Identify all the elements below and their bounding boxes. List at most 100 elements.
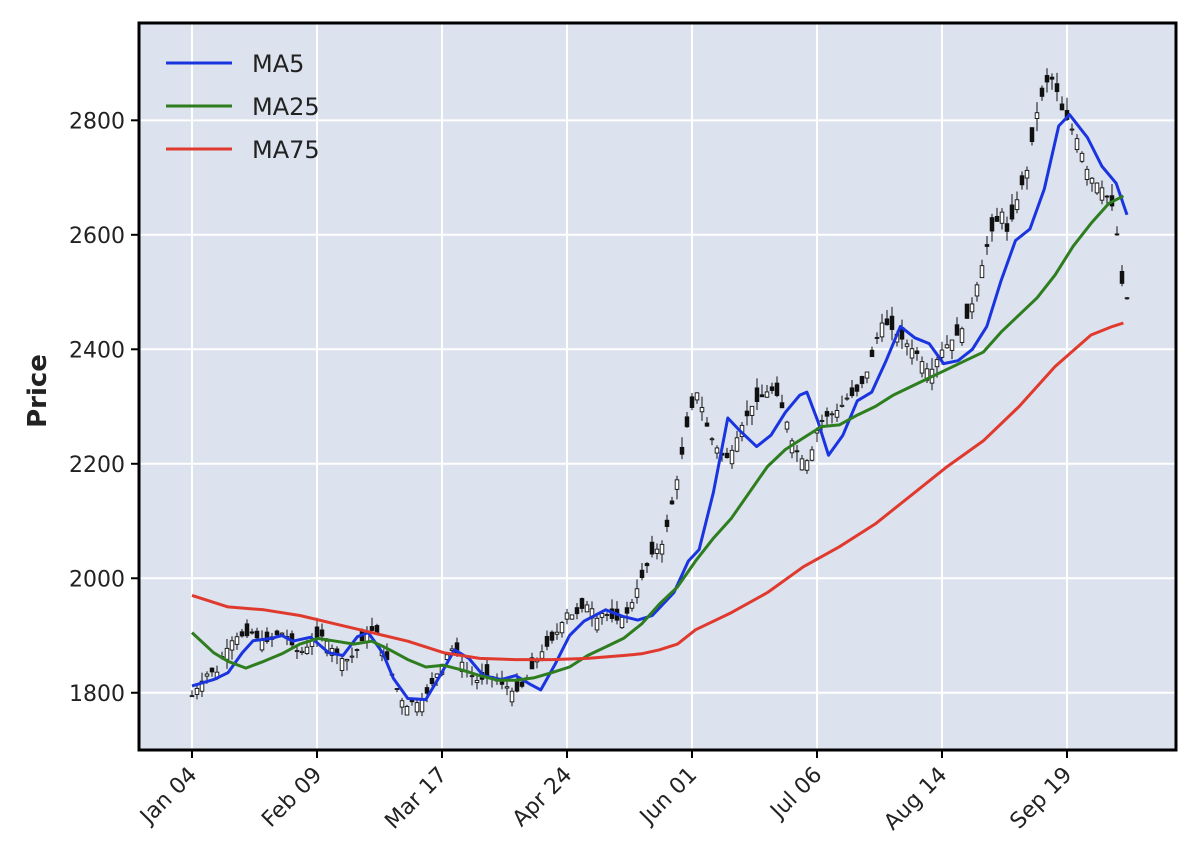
candle-body (829, 413, 835, 416)
candle-body (554, 631, 560, 635)
candle-body (679, 446, 685, 455)
candle-body (579, 598, 585, 609)
candle-body (509, 690, 515, 703)
candle-body (644, 563, 650, 567)
candle-body (759, 394, 765, 398)
candle-body (529, 657, 535, 670)
legend-label-ma75: MA75 (252, 136, 320, 164)
candle-body (764, 391, 770, 398)
series-line-ma5 (191, 113, 1129, 702)
candle-body (714, 447, 720, 454)
candle-body (344, 658, 350, 662)
x-tick-label: Feb 09 (257, 763, 327, 833)
candle-body (844, 397, 850, 400)
candle-body (314, 626, 320, 639)
y-tick-label: 2800 (69, 109, 125, 134)
candle-body (294, 650, 300, 653)
candle-body (1114, 233, 1120, 236)
candle-body (639, 569, 645, 579)
candle-body (1059, 103, 1065, 111)
legend: MA5 MA25 MA75 (166, 50, 320, 164)
candle-body (1089, 177, 1095, 184)
candle-body (659, 543, 665, 555)
series-line-ma25 (190, 194, 1125, 682)
candle-body (1019, 175, 1025, 186)
candle-body (1069, 128, 1075, 131)
candle-body (709, 438, 715, 441)
candle-body (654, 548, 660, 554)
candle-body (624, 607, 630, 614)
candle-body (819, 419, 825, 422)
candle-body (189, 695, 195, 698)
candle-body (684, 416, 690, 428)
candle-body (939, 349, 945, 358)
series-layer (190, 113, 1129, 702)
candle-body (204, 673, 210, 677)
candle-body (779, 402, 785, 409)
candle-body (1029, 127, 1035, 143)
candle-body (274, 630, 280, 636)
x-tick-label: Mar 17 (380, 763, 452, 835)
plot-background (139, 23, 1176, 750)
y-tick-label: 2000 (69, 567, 125, 592)
candle-body (194, 687, 200, 695)
candle-body (694, 392, 700, 401)
candle-body (429, 677, 435, 685)
y-tick-label: 1800 (69, 682, 125, 707)
candle-body (999, 211, 1005, 224)
candle-body (564, 612, 570, 620)
x-tick-label: Apr 24 (508, 763, 577, 832)
candle-body (484, 664, 490, 677)
candle-body (1009, 204, 1015, 220)
candle-body (964, 303, 970, 319)
candle-body (229, 640, 235, 651)
candle-body (634, 588, 640, 598)
candle-body (849, 387, 855, 397)
candle-body (599, 613, 605, 618)
candle-body (889, 315, 895, 330)
legend-label-ma5: MA5 (252, 50, 304, 78)
candle-body (349, 655, 355, 658)
candle-body (394, 688, 400, 691)
candle-body (799, 458, 805, 471)
x-tick-label: Sep 19 (1006, 763, 1078, 835)
candle-body (949, 339, 955, 351)
candle-body (699, 407, 705, 413)
candle-body (944, 344, 950, 349)
candle-body (914, 350, 920, 354)
candle-body (884, 318, 890, 326)
candle-body (424, 687, 430, 694)
candle-body (209, 667, 215, 673)
candle-body (469, 675, 475, 678)
candle-body (824, 411, 830, 417)
candle-body (604, 614, 610, 617)
candle-body (559, 622, 565, 634)
candle-body (744, 410, 750, 417)
candle-body (1024, 169, 1030, 179)
candle-body (874, 337, 880, 339)
candle-body (649, 541, 655, 555)
candle-body (769, 386, 775, 391)
candle-body (1124, 297, 1130, 300)
candle-body (239, 631, 245, 637)
candle-body (904, 343, 910, 347)
candle-body (199, 680, 205, 692)
legend-label-ma25: MA25 (252, 93, 320, 121)
plot-frame (137, 21, 1178, 752)
candle-body (954, 324, 960, 336)
series-line-ma75 (191, 321, 1124, 662)
candle-body (959, 328, 965, 343)
candle-body (794, 450, 800, 453)
candle-body (584, 604, 590, 613)
y-axis-label: Price (23, 354, 53, 428)
y-tick-label: 2200 (69, 453, 125, 478)
candle-body (549, 631, 555, 641)
candle-body (304, 646, 310, 655)
candle-body (1094, 182, 1100, 194)
candle-body (539, 651, 545, 659)
candle-body (1004, 223, 1010, 232)
candle-body (854, 384, 860, 392)
candle-body (264, 631, 270, 642)
